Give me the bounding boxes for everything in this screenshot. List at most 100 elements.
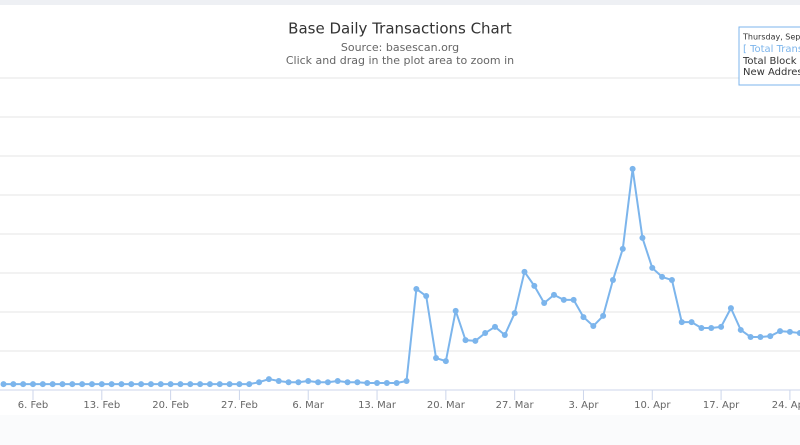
point-marker [69,381,76,388]
point-marker [364,379,371,386]
point-marker [590,323,597,330]
point-marker [442,358,449,365]
point-marker [88,381,95,388]
point-marker [718,323,725,330]
point-marker [216,381,223,388]
point-marker [433,355,440,362]
point-marker [423,293,430,300]
point-marker [20,381,27,388]
point-marker [609,277,616,284]
point-marker [315,379,322,386]
point-marker [0,381,7,388]
point-marker [403,378,410,385]
point-marker [393,379,400,386]
point-marker [619,245,626,252]
point-marker [265,376,272,383]
point-marker [737,326,744,333]
x-tick-label: 6. Feb [18,400,48,411]
top-bar [0,0,800,5]
point-marker [118,381,125,388]
point-marker [344,379,351,386]
point-marker [285,379,292,386]
point-marker [777,328,784,335]
point-marker [472,337,479,344]
point-marker [580,314,587,321]
point-marker [796,330,800,337]
bottom-strip [0,415,800,445]
point-marker [226,381,233,388]
x-tick-label: 13. Mar [358,400,397,411]
x-tick-label: 17. Apr [703,400,740,411]
x-tick-label: 13. Feb [83,400,120,411]
point-marker [98,381,105,388]
point-marker [698,324,705,331]
point-marker [452,307,459,314]
point-marker [177,381,184,388]
point-marker [786,328,793,335]
point-marker [138,381,145,388]
tooltip-line: [ Total Transa [743,44,800,55]
point-marker [206,381,213,388]
point-marker [501,332,508,339]
point-marker [668,277,675,284]
point-marker [157,381,164,388]
point-marker [197,381,204,388]
point-marker [374,379,381,386]
point-marker [128,381,135,388]
point-marker [108,381,115,388]
tooltip-header: Thursday, Septe [742,33,800,42]
point-marker [256,379,263,386]
plot [0,165,800,388]
point-marker [757,333,764,340]
point-marker [49,381,56,388]
point-marker [600,312,607,319]
point-marker [767,333,774,340]
point-marker [708,324,715,331]
point-marker [275,378,282,385]
point-marker [511,310,518,317]
point-marker [295,379,302,386]
chart-subtitle: Source: basescan.org [341,41,459,54]
point-marker [649,264,656,271]
point-marker [354,379,361,386]
point-marker [10,381,17,388]
point-marker [236,381,243,388]
x-tick-label: 27. Mar [496,400,535,411]
x-tick-label: 20. Mar [427,400,466,411]
x-tick-label: 3. Apr [568,400,599,411]
x-tick-label: 27. Feb [221,400,258,411]
chart-title: Base Daily Transactions Chart [288,20,512,38]
point-marker [305,378,312,385]
point-marker [639,234,646,241]
x-tick-label: 20. Feb [152,400,189,411]
point-marker [688,319,695,326]
point-marker [629,165,636,172]
point-marker [167,381,174,388]
zoom-note: Click and drag in the plot area to zoom … [286,54,514,67]
point-marker [79,381,86,388]
x-tick-label: 6. Mar [292,400,324,411]
point-marker [541,300,548,307]
point-marker [678,319,685,326]
tooltip-line: Total Block C [742,56,800,67]
point-marker [334,378,341,385]
point-marker [383,379,390,386]
point-marker [29,381,36,388]
point-marker [521,268,528,275]
point-marker [246,381,253,388]
point-marker [727,305,734,312]
x-tick-label: 24. Apr [772,400,800,411]
point-marker [659,273,666,280]
point-marker [39,381,46,388]
point-marker [747,333,754,340]
grid: 6. Feb 13. Feb 20. Feb 27. Feb 6. Mar 13. Mar… [0,77,800,411]
point-marker [482,330,489,337]
x-tick-label: 10. Apr [634,400,671,411]
series-line [3,167,800,386]
point-marker [187,381,194,388]
point-marker [413,285,420,292]
point-marker [462,337,469,344]
tooltip-box [738,26,800,86]
point-marker [570,296,577,303]
